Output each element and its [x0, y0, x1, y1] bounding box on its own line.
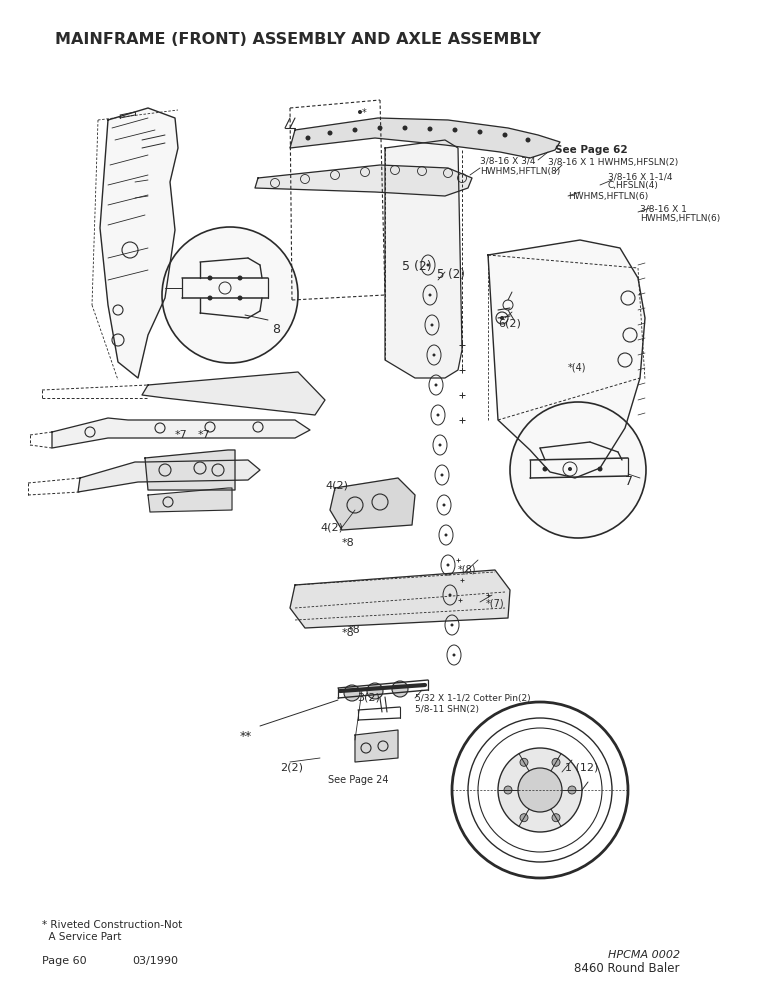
Text: 3/8-16 X 3/4: 3/8-16 X 3/4: [480, 157, 536, 166]
Polygon shape: [78, 460, 260, 492]
Circle shape: [452, 654, 455, 656]
Text: 4(2): 4(2): [320, 522, 343, 532]
Text: HPCMA 0002: HPCMA 0002: [608, 950, 680, 960]
Text: 1 (12): 1 (12): [565, 762, 598, 772]
Polygon shape: [290, 570, 510, 628]
Text: *(4): *(4): [568, 362, 587, 372]
Text: 7: 7: [625, 475, 633, 488]
Circle shape: [552, 814, 560, 822]
Text: See Page 62: See Page 62: [555, 145, 628, 155]
Text: 8: 8: [272, 323, 280, 336]
Circle shape: [520, 814, 528, 822]
Text: 2(2): 2(2): [280, 762, 303, 772]
Circle shape: [432, 354, 435, 357]
Circle shape: [426, 263, 429, 266]
Circle shape: [438, 444, 442, 446]
Circle shape: [452, 127, 458, 132]
Circle shape: [428, 126, 432, 131]
Circle shape: [306, 135, 310, 140]
Circle shape: [208, 296, 212, 300]
Text: *8: *8: [342, 628, 355, 638]
Text: 3/8-16 X 1-1/4: 3/8-16 X 1-1/4: [608, 172, 672, 181]
Circle shape: [435, 383, 438, 386]
Circle shape: [238, 296, 242, 300]
Text: 5 (2): 5 (2): [402, 260, 432, 273]
Circle shape: [510, 402, 646, 538]
Circle shape: [402, 125, 408, 130]
Circle shape: [526, 137, 530, 142]
Text: MAINFRAME (FRONT) ASSEMBLY AND AXLE ASSEMBLY: MAINFRAME (FRONT) ASSEMBLY AND AXLE ASSE…: [55, 32, 541, 47]
Text: *: *: [240, 730, 246, 743]
Circle shape: [208, 275, 212, 280]
Text: HWHMS,HFTLN(8): HWHMS,HFTLN(8): [480, 167, 560, 176]
Text: 5/8-11 SHN(2): 5/8-11 SHN(2): [415, 705, 479, 714]
Text: * Riveted Construction-Not: * Riveted Construction-Not: [42, 920, 182, 930]
Polygon shape: [52, 418, 310, 448]
Circle shape: [378, 125, 382, 130]
Polygon shape: [330, 478, 415, 530]
Polygon shape: [355, 730, 398, 762]
Text: 4(2): 4(2): [325, 480, 348, 490]
Circle shape: [543, 466, 547, 472]
Circle shape: [442, 504, 445, 506]
Circle shape: [162, 227, 298, 363]
Circle shape: [353, 127, 357, 132]
Circle shape: [367, 683, 383, 699]
Circle shape: [552, 758, 560, 766]
Circle shape: [431, 324, 434, 326]
Circle shape: [503, 132, 507, 137]
Polygon shape: [145, 450, 235, 490]
Text: A Service Part: A Service Part: [42, 932, 121, 942]
Circle shape: [445, 534, 448, 536]
Circle shape: [568, 786, 576, 794]
Circle shape: [238, 275, 242, 280]
Text: 6(2): 6(2): [498, 318, 521, 328]
Text: 03/1990: 03/1990: [132, 956, 178, 966]
Circle shape: [478, 129, 482, 134]
Circle shape: [568, 467, 572, 471]
Polygon shape: [385, 140, 462, 378]
Text: 3/8-16 X 1 HWHMS,HFSLN(2): 3/8-16 X 1 HWHMS,HFSLN(2): [548, 158, 679, 167]
Text: C,HFSLN(4): C,HFSLN(4): [608, 181, 659, 190]
Circle shape: [428, 294, 432, 296]
Circle shape: [449, 593, 452, 596]
Circle shape: [504, 786, 512, 794]
Text: 3(2): 3(2): [357, 692, 380, 702]
Text: *7: *7: [198, 430, 211, 440]
Text: HWHMS,HFTLN(6): HWHMS,HFTLN(6): [568, 192, 648, 201]
Text: *: *: [245, 730, 251, 743]
Circle shape: [327, 130, 333, 135]
Polygon shape: [142, 372, 325, 415]
Polygon shape: [488, 240, 645, 478]
Circle shape: [441, 474, 443, 477]
Circle shape: [392, 681, 408, 697]
Text: *8: *8: [348, 625, 361, 635]
Text: *(7): *(7): [486, 598, 505, 608]
Text: 8460 Round Baler: 8460 Round Baler: [574, 962, 680, 975]
Circle shape: [500, 316, 504, 320]
Circle shape: [451, 624, 453, 626]
Text: Page 60: Page 60: [42, 956, 86, 966]
Text: HWHMS,HFTLN(6): HWHMS,HFTLN(6): [640, 214, 720, 223]
Text: See Page 24: See Page 24: [328, 775, 388, 785]
Circle shape: [498, 748, 582, 832]
Circle shape: [446, 564, 449, 566]
Text: *8: *8: [342, 538, 355, 548]
Polygon shape: [290, 118, 560, 158]
Text: 5 (2): 5 (2): [437, 268, 465, 281]
Circle shape: [598, 466, 602, 472]
Circle shape: [358, 110, 362, 114]
Text: *7: *7: [175, 430, 188, 440]
Text: 5/32 X 1-1/2 Cotter Pin(2): 5/32 X 1-1/2 Cotter Pin(2): [415, 694, 530, 703]
Polygon shape: [100, 108, 178, 378]
Polygon shape: [255, 165, 472, 196]
Text: *: *: [362, 108, 367, 118]
Polygon shape: [148, 488, 232, 512]
Circle shape: [520, 758, 528, 766]
Circle shape: [518, 768, 562, 812]
Circle shape: [344, 685, 360, 701]
Circle shape: [436, 414, 439, 416]
Text: *(8): *(8): [458, 565, 476, 575]
Text: 3/8-16 X 1: 3/8-16 X 1: [640, 205, 687, 214]
